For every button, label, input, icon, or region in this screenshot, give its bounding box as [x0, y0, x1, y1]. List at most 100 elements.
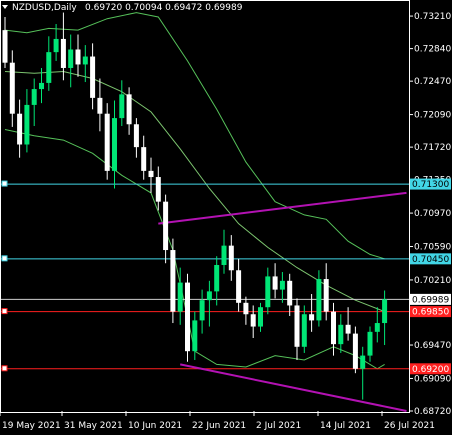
candle-body — [287, 280, 293, 306]
candle — [287, 273, 293, 317]
candle-body — [294, 305, 300, 347]
candle-body — [352, 333, 358, 369]
candle — [24, 89, 30, 153]
candle-body — [367, 331, 373, 356]
red-line-69200-label-text: 0.69200 — [412, 365, 449, 375]
candle — [126, 87, 132, 135]
candle-body — [24, 104, 30, 145]
candle-body — [272, 276, 278, 290]
candle-body — [265, 276, 271, 308]
candle-body — [170, 250, 176, 312]
price-tick-label: 0.69470 — [414, 341, 451, 351]
candle — [46, 36, 52, 91]
candle-body — [155, 177, 161, 202]
candle-body — [323, 279, 329, 312]
candle-body — [338, 324, 344, 345]
time-tick-label: 26 Jul 2021 — [384, 421, 435, 431]
candle — [9, 50, 15, 127]
candle-body — [185, 282, 190, 352]
time-tick-label: 14 Jul 2021 — [320, 421, 371, 431]
candle — [206, 280, 212, 327]
candle-body — [60, 38, 66, 68]
candle-body — [112, 118, 117, 171]
envelope-lower-line — [4, 129, 385, 370]
candle — [192, 311, 198, 360]
candle-body — [301, 314, 307, 347]
candle — [53, 23, 59, 61]
candle-body — [309, 314, 315, 321]
candle — [155, 166, 161, 211]
trend-channel[interactable] — [158, 191, 407, 412]
channel-line-2[interactable] — [179, 363, 407, 412]
candle — [170, 238, 176, 324]
price-tick-label: 0.73210 — [414, 12, 451, 22]
price-tick-label: 0.69090 — [414, 374, 451, 384]
candle-body — [243, 302, 249, 315]
candle — [119, 80, 125, 127]
candle — [352, 326, 358, 374]
candle — [148, 157, 154, 193]
candle — [163, 194, 169, 264]
red-line-69850-label-text: 0.69850 — [412, 308, 449, 318]
candle — [301, 305, 307, 353]
candle — [250, 305, 256, 338]
price-tick-label: 0.70590 — [414, 243, 451, 253]
channel-line-1[interactable] — [158, 191, 407, 225]
candle — [141, 135, 147, 180]
candle — [214, 256, 220, 306]
candle — [133, 118, 139, 158]
candle-body — [75, 49, 81, 65]
candle — [97, 78, 103, 132]
candle — [345, 307, 351, 341]
plot-area[interactable] — [0, 12, 409, 412]
red-line-69850-label-bg — [410, 306, 451, 318]
cyan-line-70450-handle[interactable] — [1, 255, 8, 262]
chart-shift-icon[interactable] — [2, 5, 8, 9]
candle — [31, 78, 37, 127]
price-tick-label: 0.72470 — [414, 77, 451, 87]
candle — [90, 43, 96, 110]
candle-body — [258, 307, 263, 327]
candle-body — [46, 52, 52, 83]
time-tick-label: 31 May 2021 — [64, 421, 123, 431]
candle-body — [206, 291, 212, 301]
candle-body — [236, 270, 242, 303]
candle-body — [53, 38, 59, 53]
cyan-line-71300-label-text: 0.71300 — [412, 180, 449, 190]
candle — [199, 289, 205, 334]
candle — [75, 34, 81, 77]
candle-body — [360, 355, 366, 369]
ohlc-label: 0.69720 0.70094 0.69472 0.69989 — [85, 3, 243, 13]
candles — [2, 12, 388, 400]
candle-body — [97, 97, 103, 114]
red-line-69850-handle[interactable] — [1, 308, 8, 315]
candle — [60, 12, 66, 81]
candle-body — [345, 324, 351, 334]
candle-body — [228, 245, 234, 271]
time-tick-label: 10 Jun 2021 — [128, 421, 182, 431]
candle — [104, 103, 110, 180]
candle — [221, 229, 227, 274]
candle — [82, 45, 88, 83]
candle-body — [133, 124, 139, 148]
candle — [360, 346, 366, 400]
candle — [316, 270, 322, 327]
candle-body — [148, 170, 154, 178]
candle-body — [374, 323, 380, 332]
candle-body — [90, 56, 96, 98]
price-tick-label: 0.70970 — [414, 209, 451, 219]
candle-body — [126, 94, 132, 125]
candle-body — [199, 300, 205, 321]
red-line-69200-label-bg — [410, 363, 451, 375]
candle-body — [104, 113, 110, 171]
red-line-69200-label: 0.69200 — [410, 363, 451, 375]
candle-body — [163, 201, 169, 251]
cyan-line-71300-handle[interactable] — [1, 180, 8, 187]
candle-body — [177, 282, 183, 312]
symbol-label: NZDUSD,Daily — [12, 3, 77, 13]
cyan-line-70450-label-text: 0.70450 — [412, 255, 449, 265]
candle-body — [39, 82, 44, 90]
price-tick-label: 0.71720 — [414, 143, 451, 153]
red-line-69200-handle[interactable] — [1, 365, 8, 372]
